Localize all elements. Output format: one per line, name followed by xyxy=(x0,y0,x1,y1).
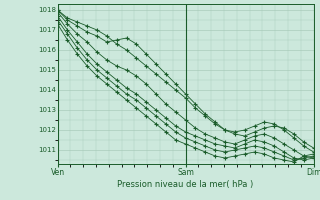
X-axis label: Pression niveau de la mer( hPa ): Pression niveau de la mer( hPa ) xyxy=(117,180,254,189)
